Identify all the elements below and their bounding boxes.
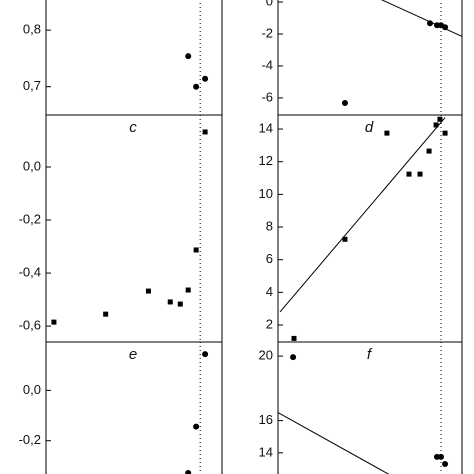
panel-frame <box>277 341 463 474</box>
point <box>426 20 433 27</box>
y-tick-label: 6 <box>266 251 273 266</box>
y-tick-label: -0,2 <box>19 211 41 226</box>
point <box>193 83 200 90</box>
y-tick-label: 10 <box>259 186 273 201</box>
point <box>291 335 297 341</box>
panel-frame <box>45 0 223 116</box>
point <box>290 354 297 361</box>
point <box>417 171 423 177</box>
panel-label: f <box>367 346 373 363</box>
point <box>341 100 348 107</box>
point <box>438 453 445 460</box>
point <box>442 130 448 136</box>
point <box>433 122 439 128</box>
panel-frame <box>277 114 463 343</box>
y-tick-label: 0,8 <box>23 22 41 37</box>
point <box>342 236 348 242</box>
y-tick-label: 0,0 <box>23 382 41 397</box>
panel-frame <box>45 341 223 474</box>
y-tick-label: 4 <box>266 284 273 299</box>
y-tick-label: -4 <box>261 57 273 72</box>
y-tick-label: 0,0 <box>23 158 41 173</box>
panel-frame <box>45 114 223 343</box>
y-tick-label: -2 <box>261 25 273 40</box>
y-tick-label: 8 <box>266 218 273 233</box>
point <box>384 130 390 136</box>
point <box>437 116 443 122</box>
point <box>202 351 209 358</box>
point <box>406 171 412 177</box>
point <box>193 247 199 253</box>
y-tick-label: -0,4 <box>19 264 41 279</box>
point <box>426 148 432 154</box>
y-tick-label: -0,6 <box>19 318 41 333</box>
panel <box>279 115 448 342</box>
fit-line <box>279 117 446 313</box>
panel-label: e <box>129 346 137 363</box>
panel <box>341 0 462 115</box>
panel-label: c <box>129 119 137 136</box>
point <box>51 319 57 325</box>
panel-label: d <box>365 119 374 136</box>
point <box>193 423 200 430</box>
fit-line <box>278 412 390 474</box>
point <box>185 287 191 293</box>
panel <box>278 342 449 474</box>
y-tick-label: 14 <box>259 120 273 135</box>
y-tick-label: 20 <box>259 348 273 363</box>
y-tick-label: 0,7 <box>23 78 41 93</box>
y-tick-label: 12 <box>259 153 273 168</box>
point <box>202 75 209 82</box>
y-tick-label: 2 <box>266 316 273 331</box>
panel-frame <box>277 0 463 116</box>
panel <box>51 115 208 342</box>
point <box>185 53 192 60</box>
point <box>167 299 173 305</box>
panel <box>185 342 209 474</box>
fit-line <box>380 0 462 37</box>
y-tick-label: 14 <box>259 444 273 459</box>
point <box>202 129 208 135</box>
y-tick-label: -6 <box>261 89 273 104</box>
point <box>442 460 449 467</box>
point <box>103 311 109 317</box>
point <box>442 24 449 31</box>
y-tick-label: 16 <box>259 412 273 427</box>
point <box>177 301 183 307</box>
point <box>185 469 192 474</box>
y-tick-label: -0,2 <box>19 432 41 447</box>
panel <box>185 0 209 115</box>
y-tick-label: 0 <box>266 0 273 8</box>
point <box>145 288 151 294</box>
